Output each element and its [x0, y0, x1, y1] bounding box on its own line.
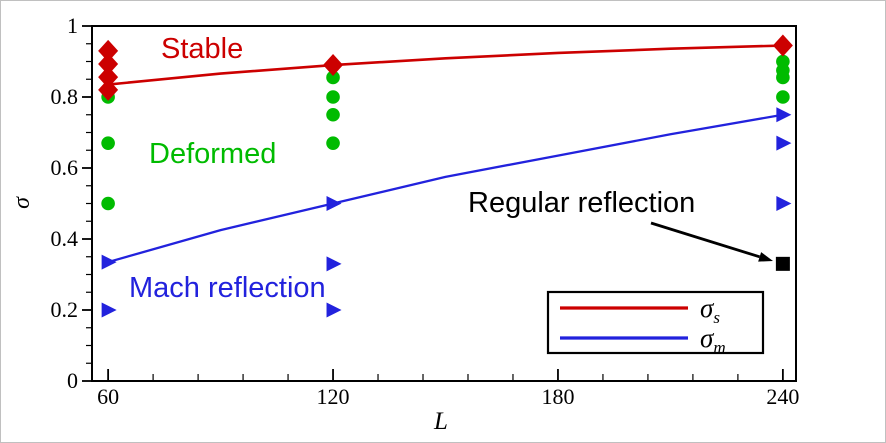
mach-reflection-marker [776, 135, 792, 151]
legend-symbol: σ [700, 293, 715, 323]
y-tick-label: 1 [67, 13, 78, 38]
legend-subscript: m [713, 338, 725, 357]
deformed-marker [776, 70, 790, 85]
y-tick-label: 0.8 [51, 84, 79, 109]
y-tick-label: 0 [67, 368, 78, 393]
stable-marker [98, 66, 119, 89]
mach-reflection-marker [101, 254, 117, 270]
deformed-marker [101, 196, 115, 211]
deformed-marker [326, 70, 340, 85]
deformed-marker [326, 107, 340, 122]
stable-marker [772, 34, 793, 57]
regular-reflection-marker [775, 256, 790, 271]
x-tick-label: 120 [317, 384, 350, 409]
mach-reflection-marker [326, 196, 342, 211]
legend-symbol: σ [700, 323, 715, 353]
y-tick-label: 0.4 [51, 226, 79, 251]
stable-marker [98, 78, 119, 101]
y-tick-label: 0.2 [51, 297, 79, 322]
annotation-3: Regular reflection [468, 187, 695, 219]
mach-reflection-marker [776, 196, 792, 211]
mach-reflection-marker [326, 302, 342, 318]
deformed-marker [776, 90, 790, 104]
deformed-marker [326, 90, 340, 104]
mach-reflection-marker [776, 107, 792, 123]
deformed-marker [326, 136, 340, 150]
annotation-1: Deformed [149, 138, 276, 170]
annotation-0: Stable [161, 33, 243, 65]
curve-sigma_s [106, 44, 785, 86]
stable-marker [98, 39, 119, 62]
legend-box [546, 290, 765, 355]
deformed-marker [101, 136, 115, 150]
x-tick-label: 180 [541, 384, 574, 409]
y-tick-label: 0.6 [51, 155, 79, 180]
stable-marker [98, 52, 119, 75]
x-tick-label: 60 [97, 384, 119, 409]
curve-sigma_m [106, 113, 785, 264]
y-axis-title: σ [9, 196, 35, 209]
mach-reflection-marker [101, 302, 117, 318]
plot-frame [91, 25, 797, 382]
x-tick-label: 240 [766, 384, 799, 409]
annotation-arrow-shaft [650, 221, 761, 259]
legend-label-1: σm [700, 323, 726, 357]
legend-subscript: s [713, 308, 720, 327]
legend-label-0: σs [700, 293, 720, 327]
mach-reflection-marker [326, 256, 342, 272]
x-axis-title: L [433, 408, 448, 435]
annotation-arrow-head [758, 252, 773, 262]
annotation-2: Mach reflection [129, 272, 326, 304]
stable-marker [323, 54, 344, 77]
